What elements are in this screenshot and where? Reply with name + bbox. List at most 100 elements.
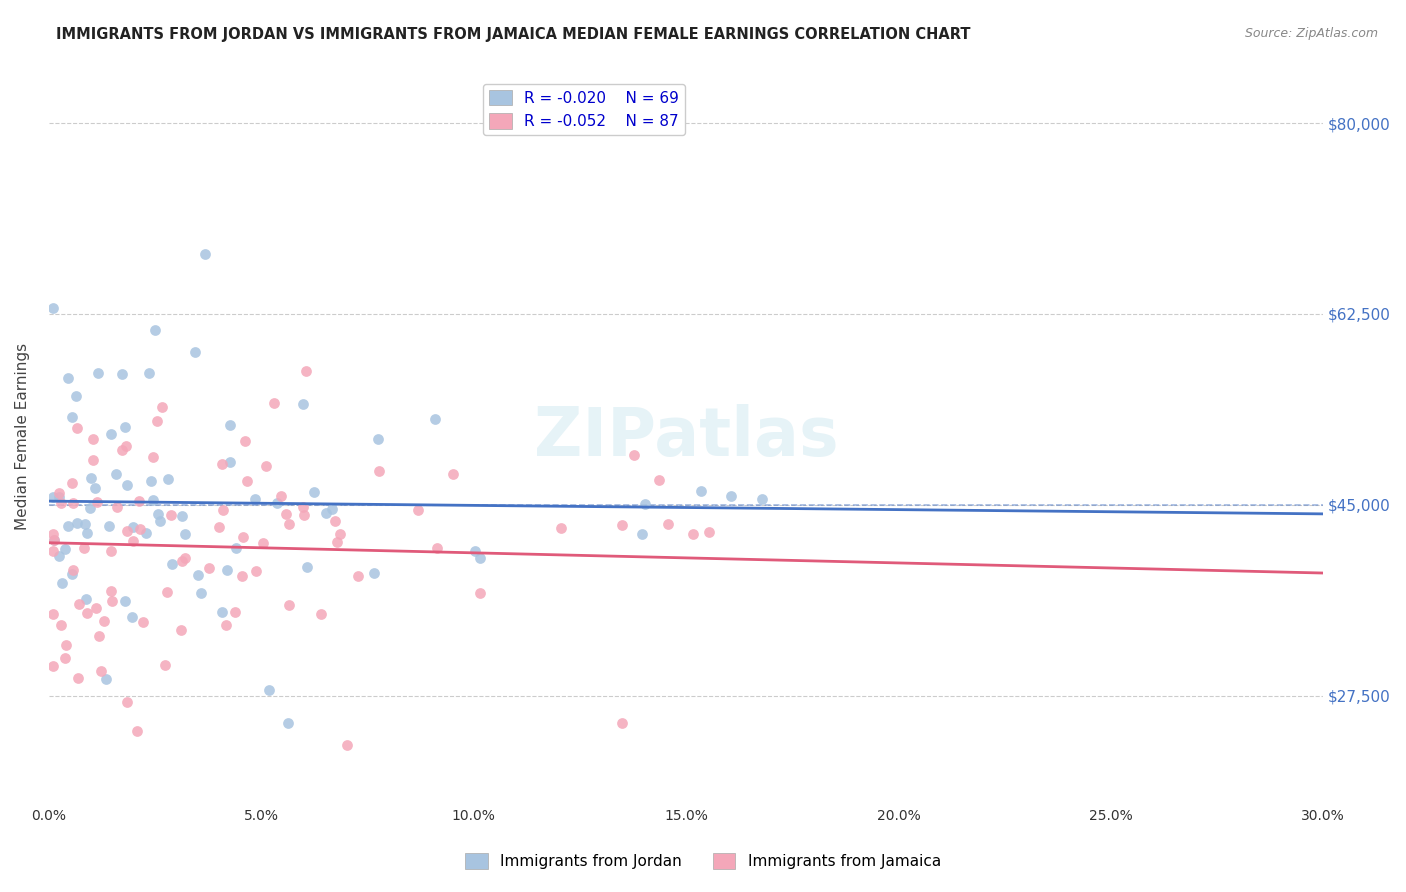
Point: [254, 458, 277, 473]
Point: [75, 517, 97, 532]
Point: [66, 516, 89, 531]
Legend: Immigrants from Jordan, Immigrants from Jamaica: Immigrants from Jordan, Immigrants from …: [458, 847, 948, 875]
Point: [115, 524, 138, 538]
Point: [51, 576, 73, 591]
Point: [150, 400, 173, 414]
Point: [291, 397, 314, 411]
Point: [468, 586, 491, 600]
Point: [48, 485, 70, 500]
Point: [155, 585, 177, 599]
Point: [42, 659, 65, 673]
Point: [111, 367, 134, 381]
Point: [160, 557, 183, 571]
Point: [42, 533, 65, 548]
Point: [610, 715, 633, 730]
Point: [101, 593, 124, 607]
Point: [107, 500, 129, 514]
Point: [648, 473, 671, 487]
Point: [224, 605, 246, 619]
Point: [149, 514, 172, 528]
Point: [441, 467, 464, 481]
Point: [42, 301, 65, 316]
Point: [114, 593, 136, 607]
Point: [146, 413, 169, 427]
Legend: R = -0.020    N = 69, R = -0.052    N = 87: R = -0.020 N = 69, R = -0.052 N = 87: [482, 84, 685, 136]
Point: [302, 485, 325, 500]
Point: [100, 427, 122, 442]
Point: [634, 497, 657, 511]
Point: [138, 366, 160, 380]
Point: [208, 520, 231, 534]
Point: [464, 544, 486, 558]
Point: [423, 412, 446, 426]
Point: [689, 483, 711, 498]
Point: [42, 544, 65, 558]
Point: [83, 481, 105, 495]
Point: [114, 439, 136, 453]
Point: [363, 566, 385, 581]
Point: [139, 474, 162, 488]
Point: [184, 345, 207, 359]
Point: [75, 591, 97, 606]
Point: [367, 432, 389, 446]
Point: [79, 470, 101, 484]
Point: [42, 526, 65, 541]
Point: [135, 525, 157, 540]
Point: [82, 452, 104, 467]
Point: [270, 489, 292, 503]
Point: [60, 410, 83, 425]
Point: [295, 559, 318, 574]
Point: [100, 544, 122, 558]
Point: [169, 623, 191, 637]
Point: [48, 490, 70, 504]
Point: [42, 607, 65, 622]
Point: [53, 541, 76, 556]
Point: [277, 715, 299, 730]
Point: [86, 495, 108, 509]
Point: [426, 541, 449, 555]
Point: [62, 563, 84, 577]
Point: [82, 432, 104, 446]
Point: [219, 417, 242, 432]
Point: [93, 614, 115, 628]
Point: [111, 443, 134, 458]
Point: [294, 364, 316, 378]
Point: [323, 514, 346, 528]
Point: [211, 606, 233, 620]
Point: [65, 389, 87, 403]
Point: [697, 525, 720, 540]
Point: [311, 607, 333, 621]
Point: [128, 494, 150, 508]
Point: [105, 467, 128, 481]
Point: [121, 610, 143, 624]
Text: Source: ZipAtlas.com: Source: ZipAtlas.com: [1244, 27, 1378, 40]
Point: [100, 584, 122, 599]
Point: [550, 521, 572, 535]
Point: [470, 550, 492, 565]
Point: [87, 366, 110, 380]
Point: [132, 615, 155, 630]
Point: [278, 598, 301, 612]
Point: [326, 535, 349, 549]
Point: [266, 496, 288, 510]
Point: [98, 519, 121, 533]
Point: [55, 638, 77, 652]
Point: [60, 567, 83, 582]
Point: [66, 421, 89, 435]
Point: [682, 527, 704, 541]
Point: [329, 527, 352, 541]
Point: [96, 672, 118, 686]
Point: [236, 474, 259, 488]
Point: [173, 527, 195, 541]
Point: [67, 671, 90, 685]
Point: [215, 563, 238, 577]
Point: [172, 554, 194, 568]
Point: [127, 724, 149, 739]
Point: [315, 506, 337, 520]
Point: [56, 519, 79, 533]
Point: [60, 476, 83, 491]
Point: [122, 520, 145, 534]
Point: [142, 493, 165, 508]
Text: IMMIGRANTS FROM JORDAN VS IMMIGRANTS FROM JAMAICA MEDIAN FEMALE EARNINGS CORRELA: IMMIGRANTS FROM JORDAN VS IMMIGRANTS FRO…: [56, 27, 970, 42]
Point: [48, 549, 70, 564]
